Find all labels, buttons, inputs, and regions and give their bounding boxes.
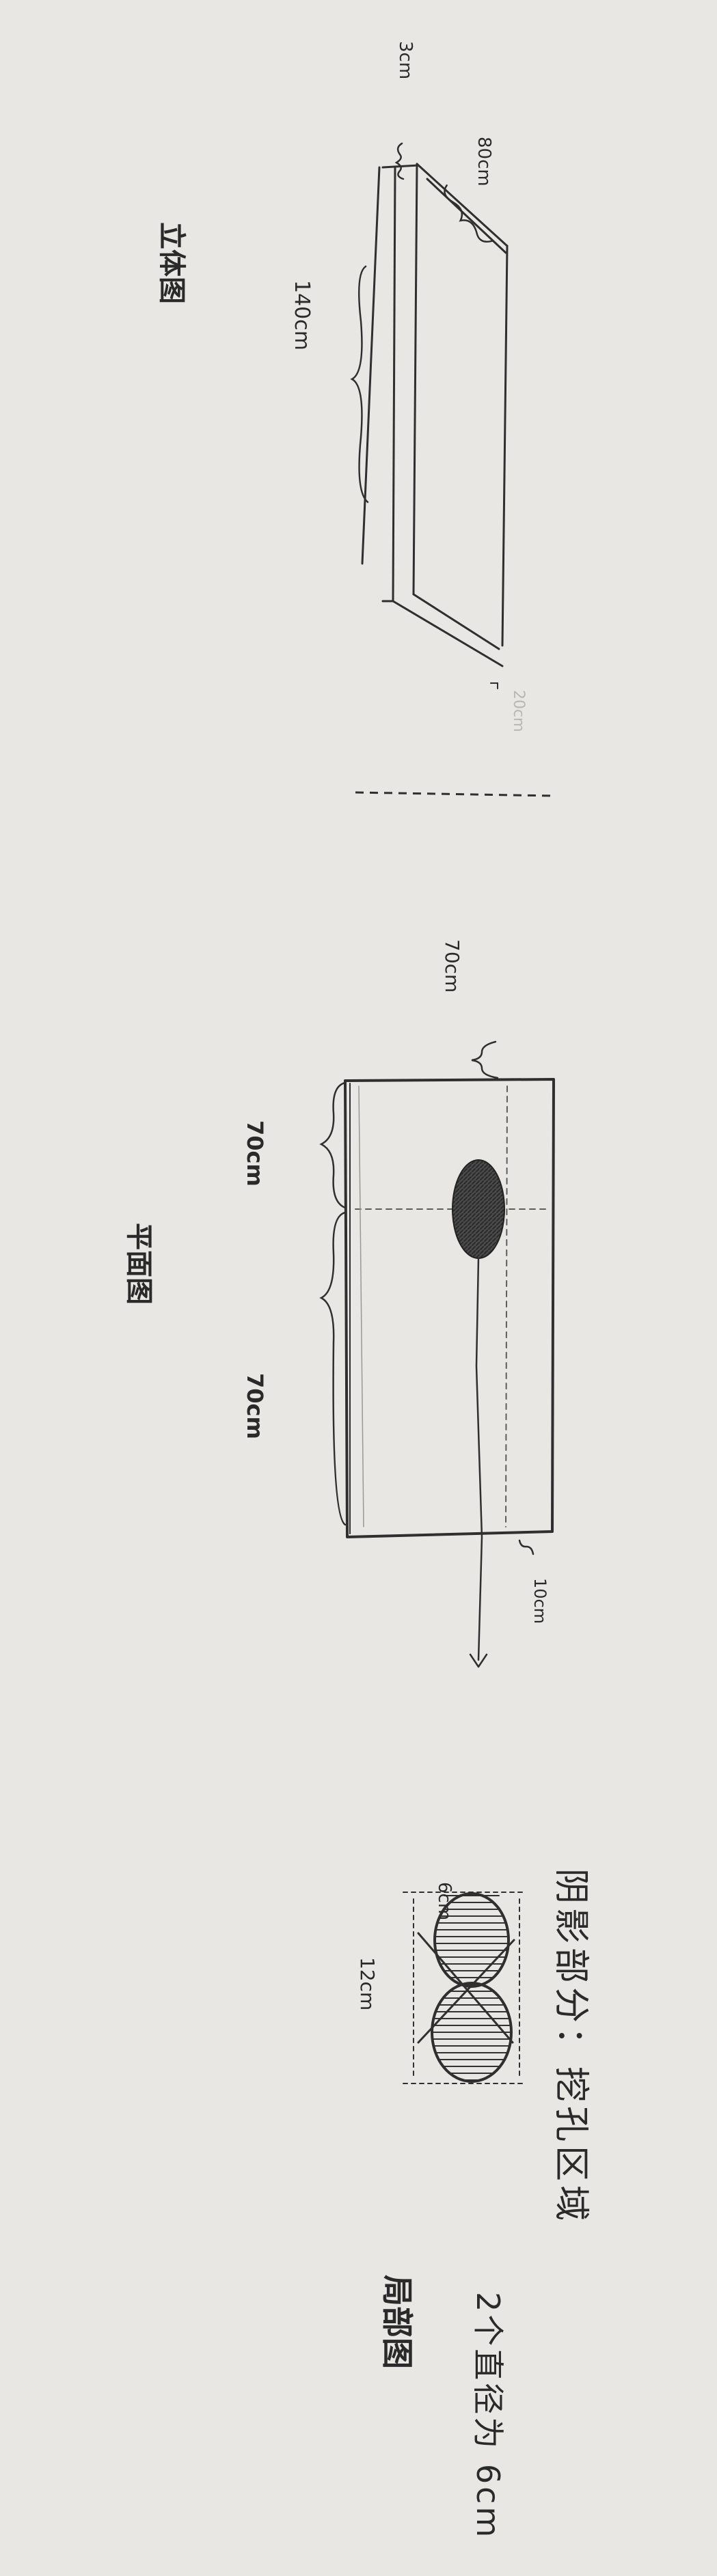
board-inner-edge [392, 166, 396, 603]
dim-70cm-left-lower-label: 70cm [242, 1373, 268, 1439]
board-right-edge [501, 245, 509, 647]
view-3d-title: 立体图 [156, 222, 187, 304]
detail-cross-1 [417, 1932, 514, 2044]
isometric-view [361, 163, 509, 667]
labels-detail: 6cm 12cm [356, 1882, 455, 2010]
detail-hole-lower [431, 1982, 513, 2083]
bracket-70cm-left-upper [319, 1081, 347, 1209]
view-detail-title: 局部图 [379, 2275, 416, 2369]
board-top-slant [416, 163, 509, 247]
dim-140cm-label: 140cm [290, 280, 314, 350]
dim-70cm-top-label: 70cm [441, 939, 463, 993]
dim-70cm-left-upper-label: 70cm [242, 1120, 268, 1187]
dim-12cm-label: 12cm [356, 1957, 379, 2010]
board-bottom-slant-2 [412, 593, 500, 650]
labels-plan: 70cm 70cm 70cm 10cm 平面图 [123, 939, 550, 1624]
separator-dashed [355, 791, 554, 797]
bracket-70cm-top [471, 1040, 499, 1079]
dimension-brackets-plan [319, 1040, 535, 1555]
plan-view [344, 1078, 555, 1668]
bracket-3cm [394, 142, 405, 180]
board-front-edge [361, 166, 381, 565]
bracket-10cm [518, 1539, 535, 1555]
plan-outline [344, 1078, 555, 1538]
board-top-slant-2 [426, 178, 507, 254]
plan-hole-shaded [452, 1159, 505, 1259]
note-line-2: 2个直径为 6cm [470, 2292, 506, 2540]
bracket-140cm [350, 265, 369, 503]
dim-80cm-label: 80cm [474, 137, 494, 186]
dim-20cm-label: 20cm [510, 690, 527, 732]
leader-line [475, 1257, 483, 1661]
note-line-1: 阴影部分：挖孔区域 [550, 1868, 591, 2225]
dim-10cm-label: 10cm [530, 1578, 550, 1624]
labels-3d: 80cm 3cm 140cm 20cm 立体图 [156, 41, 527, 732]
board-bottom-slant [392, 600, 504, 667]
plan-pencil-line [358, 1085, 364, 1527]
plan-centerline-v [505, 1085, 508, 1527]
dimension-brackets-3d [350, 142, 498, 689]
dim-6cm-label: 6cm [434, 1882, 455, 1920]
bracket-80cm [444, 184, 493, 243]
view-plan-title: 平面图 [123, 1223, 154, 1305]
board-back-edge [412, 163, 418, 596]
leader-arrowhead [469, 1653, 488, 1668]
notes: 阴影部分：挖孔区域 2个直径为 6cm 局部图 [379, 1868, 591, 2540]
bracket-70cm-left-lower [319, 1211, 347, 1526]
dim-3cm-label: 3cm [395, 41, 416, 79]
bracket-20cm [490, 682, 498, 689]
detail-cross-2 [417, 1939, 515, 2044]
detail-view [403, 1892, 527, 2084]
